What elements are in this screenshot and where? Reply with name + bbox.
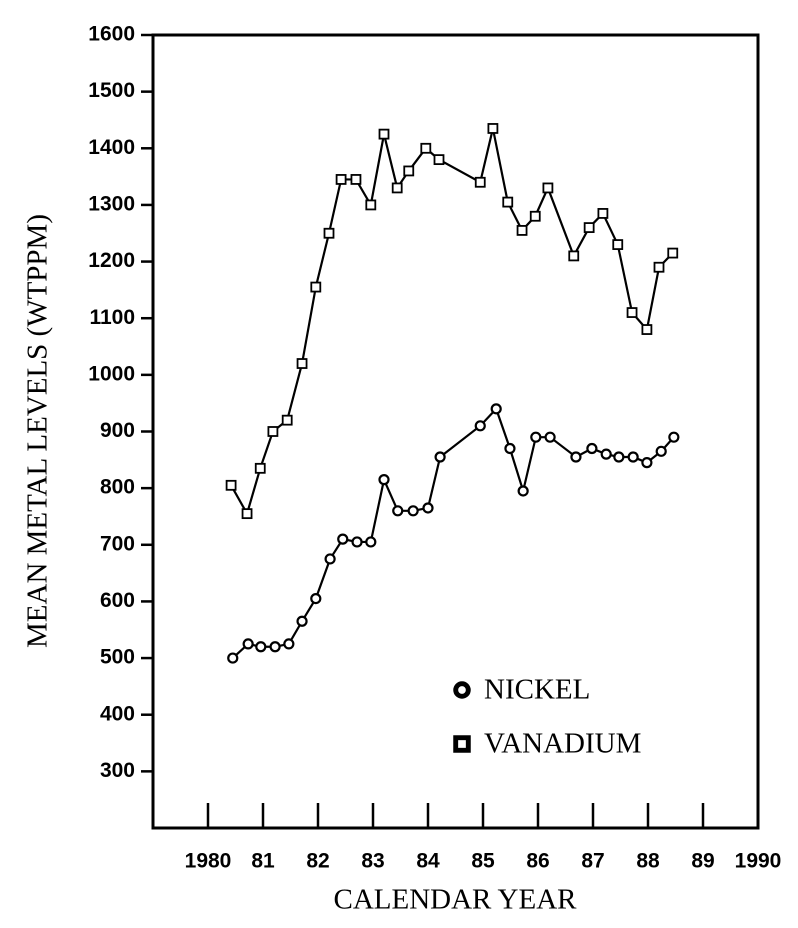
data-point [655, 445, 667, 457]
x-tick-label: 82 [306, 850, 329, 873]
legend-marker [453, 681, 471, 699]
x-tick-label: 86 [526, 850, 549, 873]
x-tick-label: 88 [636, 850, 660, 873]
y-tick-label: 1000 [88, 362, 135, 385]
data-point [335, 174, 347, 185]
y-axis-label: MEAN METAL LEVELS (WTPPM) [22, 214, 54, 648]
data-point [420, 142, 432, 154]
data-point [570, 451, 582, 463]
data-point [504, 442, 516, 455]
data-point [283, 638, 295, 650]
data-point [568, 250, 580, 262]
data-point [296, 358, 308, 369]
x-tick-label: 1980 [185, 850, 232, 873]
data-point [323, 227, 335, 239]
data-point [474, 176, 486, 188]
data-point [586, 442, 598, 455]
data-point [641, 324, 653, 335]
y-tick-label: 400 [100, 702, 135, 725]
data-point [517, 485, 529, 497]
data-point [350, 174, 362, 185]
data-point [378, 128, 390, 140]
y-tick-label: 1200 [88, 249, 135, 272]
data-point [351, 536, 363, 548]
data-point [296, 615, 308, 627]
data-point [600, 448, 612, 460]
data-point [668, 431, 680, 443]
x-tick-label: 81 [251, 850, 275, 873]
x-tick-label: 83 [361, 850, 384, 873]
data-point [392, 505, 404, 517]
data-point [627, 451, 639, 463]
x-axis-label: CALENDAR YEAR [333, 884, 577, 916]
x-tick-label: 85 [471, 850, 495, 873]
y-tick-label: 900 [100, 419, 135, 442]
y-tick-label: 1300 [88, 192, 135, 215]
data-point [255, 641, 267, 653]
data-point [241, 508, 253, 520]
data-point [530, 431, 542, 443]
data-point [378, 474, 390, 486]
data-point [267, 426, 279, 437]
data-point [433, 154, 445, 166]
data-point [626, 307, 638, 318]
data-point [269, 641, 281, 653]
data-point [653, 261, 665, 273]
y-tick-label: 500 [100, 646, 135, 669]
data-point [597, 208, 609, 219]
data-point [365, 536, 377, 548]
data-point [490, 403, 502, 415]
data-point [487, 123, 499, 134]
y-tick-label: 1600 [88, 23, 135, 46]
data-point [337, 533, 349, 545]
data-point [474, 420, 486, 432]
legend-label: VANADIUM [484, 728, 641, 760]
data-point [612, 239, 624, 250]
y-tick-label: 1100 [89, 306, 135, 329]
data-point [667, 247, 679, 259]
data-point [516, 225, 528, 236]
x-tick-label: 87 [581, 850, 604, 873]
data-point [583, 222, 595, 233]
data-point [281, 414, 293, 426]
plot-frame [151, 33, 760, 830]
y-tick-label: 1500 [88, 79, 135, 102]
x-tick-label: 89 [691, 850, 714, 873]
data-point [544, 431, 556, 443]
data-point [407, 505, 419, 517]
data-point [242, 638, 254, 650]
data-point [403, 165, 415, 177]
legend-label: NICKEL [484, 674, 590, 706]
data-point [542, 182, 554, 194]
data-point [529, 210, 541, 222]
y-tick-label: 1400 [88, 136, 135, 159]
data-point [225, 479, 237, 491]
data-point [613, 451, 625, 463]
data-point [310, 281, 322, 293]
data-point [391, 182, 403, 194]
data-point [254, 462, 266, 474]
data-point [227, 652, 239, 664]
y-tick-label: 300 [100, 759, 135, 782]
x-tick-label: 1990 [735, 850, 782, 873]
data-point [641, 457, 653, 469]
y-tick-label: 600 [100, 589, 135, 612]
data-point [365, 199, 377, 211]
data-point [422, 502, 434, 514]
data-point [310, 592, 322, 605]
y-tick-label: 700 [100, 532, 135, 555]
data-point [324, 553, 336, 565]
x-tick-label: 84 [416, 850, 440, 873]
y-tick-label: 800 [100, 476, 135, 499]
legend-marker [453, 735, 471, 753]
data-point [434, 451, 446, 463]
data-point [502, 196, 514, 208]
